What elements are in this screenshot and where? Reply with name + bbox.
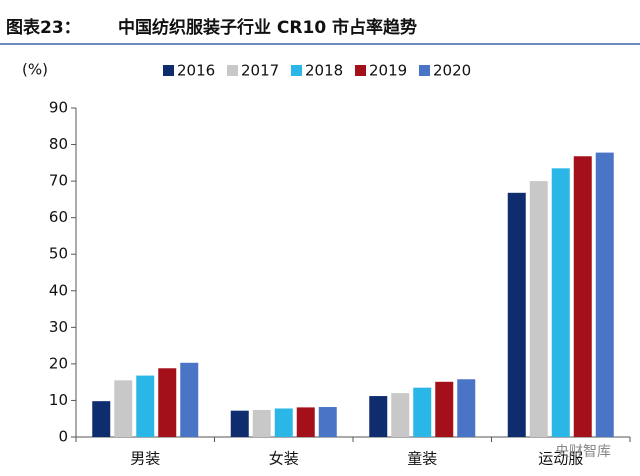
- y-tick-label: 70: [49, 172, 68, 190]
- bar: [136, 375, 155, 437]
- bar: [435, 381, 454, 437]
- x-tick-label: 女装: [269, 450, 299, 468]
- y-tick-label: 80: [49, 135, 68, 153]
- bar: [252, 409, 271, 437]
- legend-swatch: [419, 65, 430, 76]
- legend-label: 2019: [369, 62, 407, 80]
- chart-title: 中国纺织服装子行业 CR10 市占率趋势: [118, 17, 417, 38]
- legend-label: 2018: [305, 62, 343, 80]
- bar: [296, 407, 315, 437]
- bar: [318, 407, 337, 437]
- bar: [158, 368, 177, 437]
- y-tick-label: 0: [58, 428, 68, 446]
- bar: [391, 393, 410, 437]
- legend-swatch: [163, 65, 174, 76]
- watermark: 央财智库: [555, 444, 611, 460]
- bar: [573, 156, 592, 437]
- y-tick-label: 90: [49, 99, 68, 117]
- x-tick-label: 运动服: [538, 450, 583, 468]
- bar: [180, 362, 199, 437]
- figure-label: 图表23：: [6, 17, 81, 38]
- bar: [457, 379, 476, 437]
- y-tick-label: 30: [49, 318, 68, 336]
- bar: [529, 181, 548, 437]
- bar: [92, 401, 111, 437]
- bar: [114, 380, 133, 437]
- x-tick-label: 童装: [407, 450, 437, 468]
- y-tick-label: 50: [49, 245, 68, 263]
- legend-label: 2016: [177, 62, 215, 80]
- bar: [507, 192, 526, 437]
- x-tick-label: 男装: [130, 450, 160, 468]
- legend-label: 2020: [433, 62, 471, 80]
- bar: [369, 396, 388, 437]
- legend-swatch: [291, 65, 302, 76]
- y-tick-label: 60: [49, 208, 68, 226]
- bar: [551, 168, 570, 438]
- legend-label: 2017: [241, 62, 279, 80]
- y-axis-label: (%): [22, 61, 48, 79]
- bar: [230, 410, 249, 437]
- y-tick-label: 40: [49, 281, 68, 299]
- y-tick-label: 20: [49, 354, 68, 372]
- bar: [274, 408, 293, 437]
- legend-swatch: [355, 65, 366, 76]
- y-tick-label: 10: [49, 391, 68, 409]
- bar: [413, 387, 432, 437]
- bar: [595, 152, 614, 437]
- legend-swatch: [227, 65, 238, 76]
